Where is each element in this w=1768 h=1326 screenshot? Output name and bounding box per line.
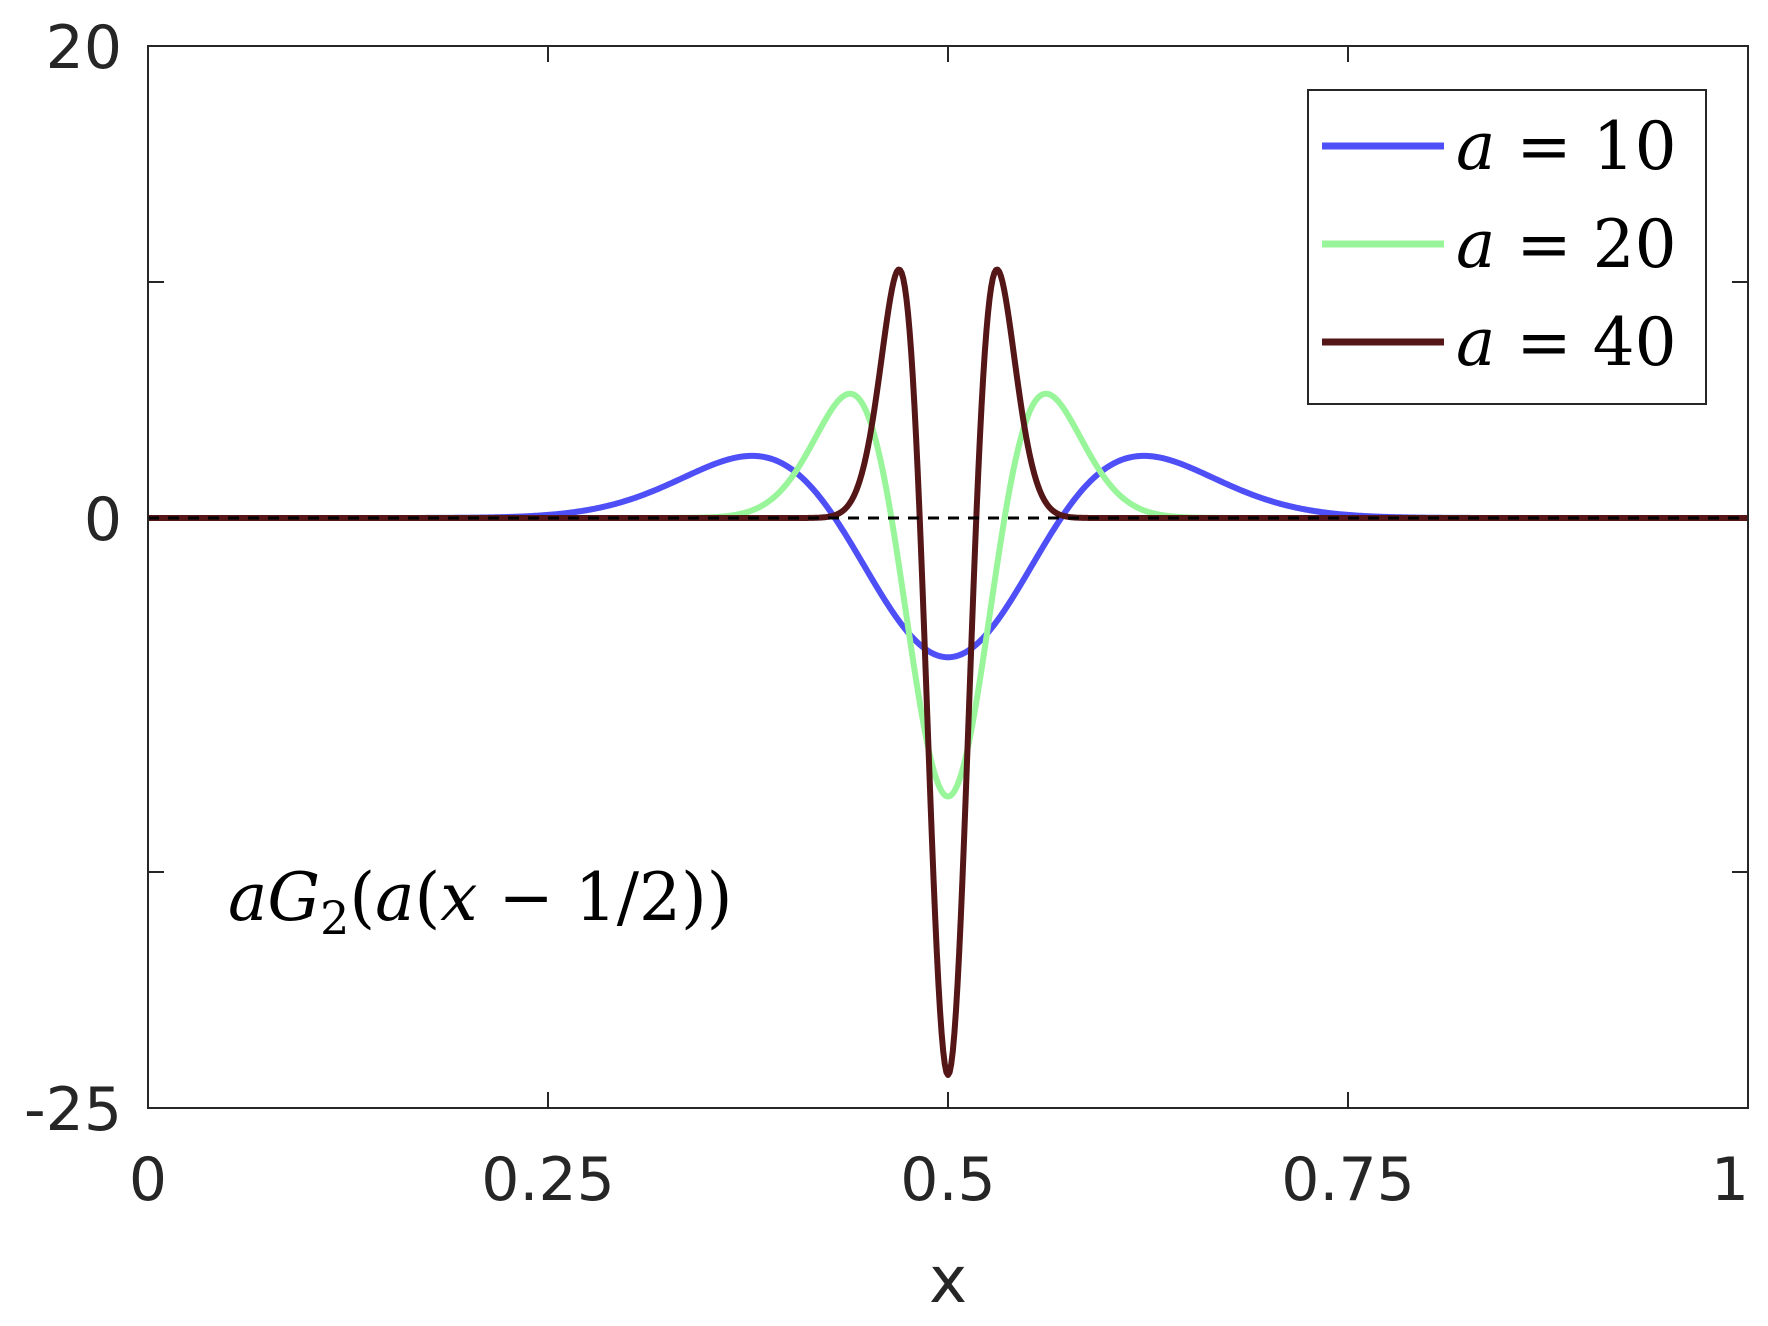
formula-annotation: aG2(a(x − 1/2))	[228, 859, 732, 945]
x-tick-label: 0.75	[1281, 1145, 1415, 1215]
x-tick-label: 0.5	[900, 1145, 995, 1215]
legend-label-a-40: a = 40	[1456, 304, 1677, 381]
legend-label-a-10: a = 10	[1456, 108, 1677, 185]
y-tick-label: 0	[84, 485, 122, 555]
x-tick-label: 0.25	[481, 1145, 615, 1215]
legend-label-a-20: a = 20	[1456, 206, 1677, 283]
legend: a = 10 a = 20 a = 40	[1307, 89, 1707, 405]
y-tick-label: -25	[24, 1075, 122, 1145]
x-tick-label: 1	[1711, 1145, 1749, 1215]
y-tick-label: 20	[46, 13, 122, 83]
x-tick-label: 0	[129, 1145, 167, 1215]
x-axis-label: x	[929, 1244, 967, 1318]
